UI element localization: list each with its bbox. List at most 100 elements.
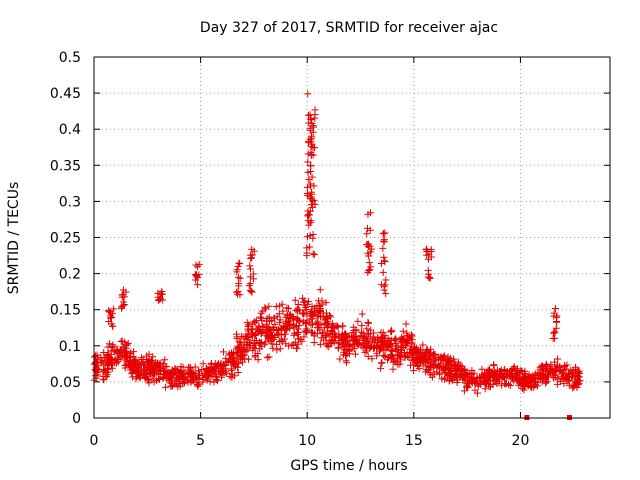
data-point [162, 383, 170, 391]
data-point [365, 319, 373, 327]
spike-point [309, 234, 317, 242]
data-point [447, 374, 455, 382]
data-point [325, 320, 333, 328]
data-point [542, 364, 550, 372]
spike-point [232, 288, 240, 296]
spike-point [307, 115, 315, 123]
data-point [334, 344, 342, 352]
data-point [233, 333, 241, 341]
data-point [341, 329, 349, 337]
data-point [212, 373, 220, 381]
data-point [128, 366, 136, 374]
data-point [276, 337, 284, 345]
data-point [565, 377, 573, 385]
data-point [392, 335, 400, 343]
spike-point [549, 329, 557, 337]
axis-ticks: 0 0.05 0.1 0.15 0.2 0.25 0.3 0.35 0.4 0.45 0.5 0 5 10… [50, 50, 610, 449]
data-point [242, 335, 250, 343]
data-point [282, 340, 290, 348]
spike-point [248, 288, 256, 296]
data-point [314, 324, 322, 332]
data-point [383, 341, 391, 349]
data-point [208, 372, 216, 380]
data-point [508, 369, 516, 377]
data-point [310, 338, 318, 346]
data-point [248, 320, 256, 328]
data-point [193, 378, 201, 386]
data-point [454, 360, 462, 368]
data-point [303, 306, 311, 314]
spike-point [380, 253, 388, 261]
data-point [321, 333, 329, 341]
data-point [493, 376, 501, 384]
data-point [353, 339, 361, 347]
data-point [522, 377, 530, 385]
spike-point [365, 266, 373, 274]
data-point [121, 338, 129, 346]
data-point [405, 335, 413, 343]
data-point [355, 335, 363, 343]
spike-point [309, 250, 317, 258]
data-point [491, 370, 499, 378]
data-point [270, 314, 278, 322]
data-point [446, 354, 454, 362]
plot-frame [93, 56, 611, 419]
data-point [179, 378, 187, 386]
data-point [153, 377, 161, 385]
data-point [470, 369, 478, 377]
data-point [273, 340, 281, 348]
data-point [104, 350, 112, 358]
data-point [453, 367, 461, 375]
data-point [264, 327, 272, 335]
data-point [503, 368, 511, 376]
grid-lines [94, 57, 610, 418]
data-point [532, 374, 540, 382]
data-point [414, 358, 422, 366]
spike-point [424, 255, 432, 263]
data-point [305, 298, 313, 306]
data-point [513, 374, 521, 382]
data-point [561, 362, 569, 370]
data-point [249, 346, 257, 354]
data-point [250, 339, 258, 347]
data-point [403, 329, 411, 337]
data-point [127, 350, 135, 358]
data-point [264, 334, 272, 342]
spike-point [424, 266, 432, 274]
data-point [547, 361, 555, 369]
spike-point [310, 251, 318, 259]
data-point [239, 348, 247, 356]
data-point [244, 321, 252, 329]
data-point [251, 352, 259, 360]
data-point [543, 377, 551, 385]
data-point [178, 371, 186, 379]
data-point [214, 377, 222, 385]
data-point [523, 379, 531, 387]
data-point [169, 381, 177, 389]
data-point [124, 339, 132, 347]
data-point [177, 363, 185, 371]
data-point [568, 369, 576, 377]
data-point [387, 336, 395, 344]
spike-point [368, 245, 376, 253]
data-point [146, 358, 154, 366]
data-point [349, 336, 357, 344]
spike-point [304, 158, 312, 166]
data-point [207, 360, 215, 368]
data-point [159, 373, 167, 381]
data-point [184, 363, 192, 371]
spike-point [363, 230, 371, 238]
data-point [423, 355, 431, 363]
data-point [245, 327, 253, 335]
data-point [249, 343, 257, 351]
y-axis-label: SRMTID / TECUs [6, 182, 22, 295]
data-point [319, 312, 327, 320]
data-point [157, 367, 165, 375]
data-point [389, 358, 397, 366]
y-tick-label: 0.15 [50, 303, 81, 319]
x-axis-label: GPS time / hours [290, 458, 407, 474]
data-point [350, 345, 358, 353]
data-point [330, 323, 338, 331]
data-point [460, 369, 468, 377]
data-point [436, 354, 444, 362]
